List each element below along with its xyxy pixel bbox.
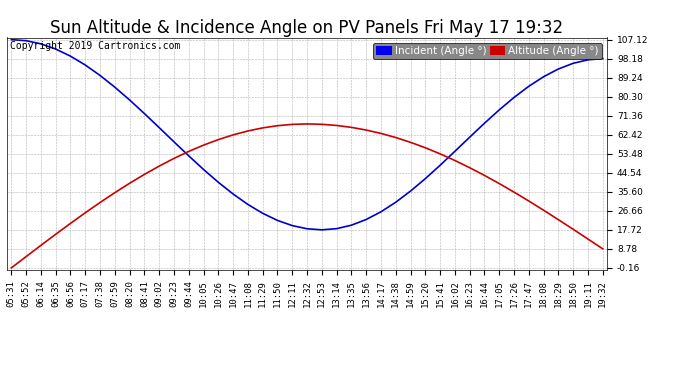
Title: Sun Altitude & Incidence Angle on PV Panels Fri May 17 19:32: Sun Altitude & Incidence Angle on PV Pan… <box>50 20 564 38</box>
Text: Copyright 2019 Cartronics.com: Copyright 2019 Cartronics.com <box>10 41 180 51</box>
Legend: Incident (Angle °), Altitude (Angle °): Incident (Angle °), Altitude (Angle °) <box>373 43 602 59</box>
